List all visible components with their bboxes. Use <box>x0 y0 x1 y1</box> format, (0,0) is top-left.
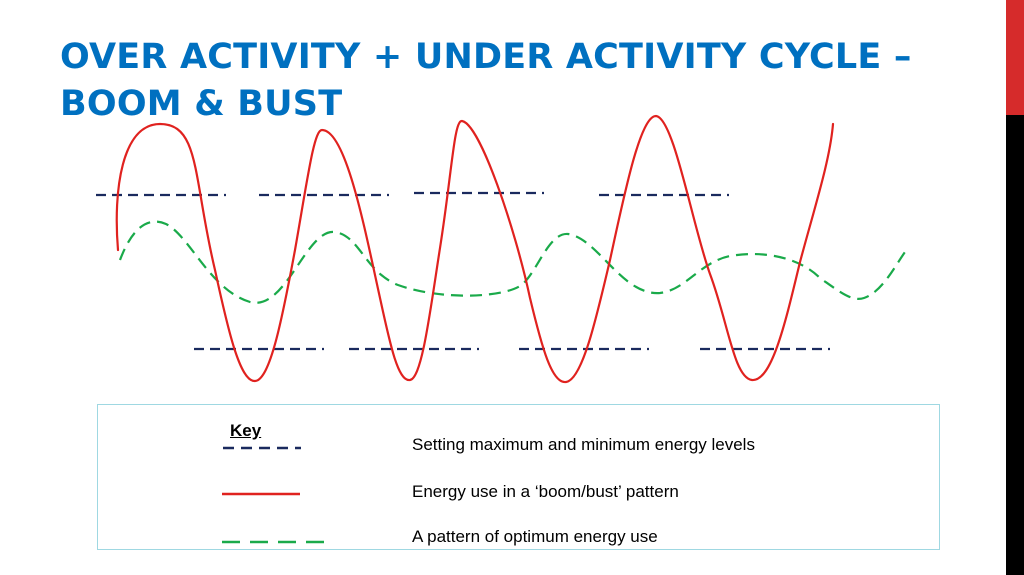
key-swatch-boom-bust <box>222 492 300 496</box>
side-accent-bar-black <box>1006 115 1024 575</box>
side-accent-bar <box>1006 0 1024 575</box>
slide-title: OVER ACTIVITY + UNDER ACTIVITY CYCLE – B… <box>60 34 960 128</box>
key-label-optimum: A pattern of optimum energy use <box>412 527 658 546</box>
key-swatch-optimum <box>222 540 324 544</box>
key-label-energy-levels: Setting maximum and minimum energy level… <box>412 435 755 454</box>
maximum-energy-lines <box>96 191 729 197</box>
side-accent-bar-red <box>1006 0 1024 115</box>
slide-title-line-1: OVER ACTIVITY + UNDER ACTIVITY CYCLE – <box>60 37 912 77</box>
key-label-boom-bust: Energy use in a ‘boom/bust’ pattern <box>412 482 679 501</box>
key-box <box>97 404 940 550</box>
slide-title-line-2: BOOM & BUST <box>60 84 343 124</box>
key-title: Key <box>230 421 262 440</box>
optimum-energy-curve <box>118 220 906 304</box>
key-swatch-energy-levels <box>223 446 301 450</box>
boom-bust-curve <box>115 114 835 384</box>
